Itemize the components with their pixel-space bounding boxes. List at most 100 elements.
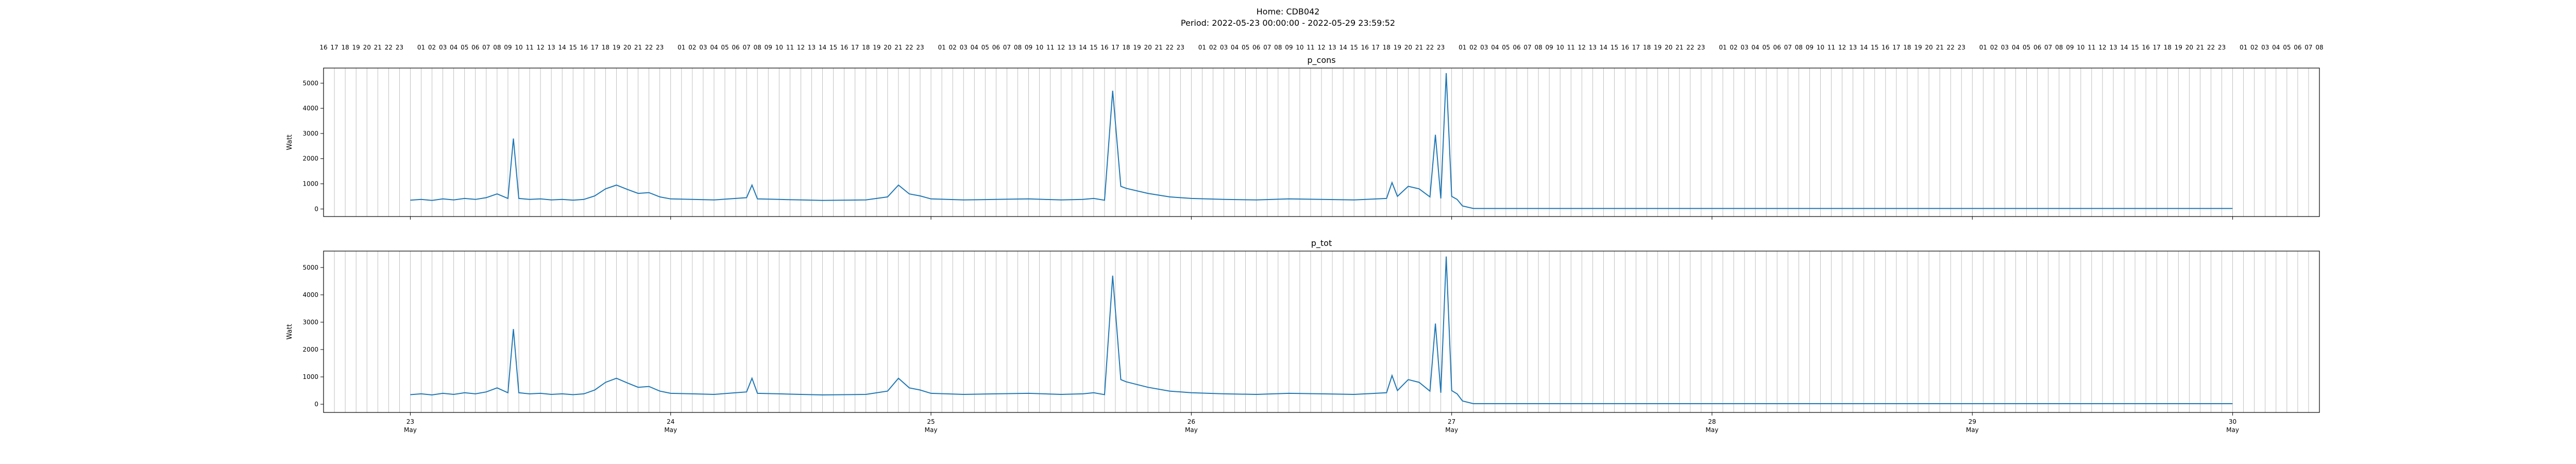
- hour-tick-label: 05: [1502, 44, 1510, 51]
- hour-tick-label: 05: [1762, 44, 1770, 51]
- hour-tick-label: 02: [1990, 44, 1998, 51]
- hour-tick-label: 14: [558, 44, 566, 51]
- axes-frame: [323, 251, 2320, 413]
- hour-tick-label: 08: [2315, 44, 2323, 51]
- hour-tick-label: 11: [2088, 44, 2095, 51]
- hour-tick-label: 16: [2142, 44, 2149, 51]
- hour-tick-label: 21: [1415, 44, 1423, 51]
- hour-tick-label: 09: [1025, 44, 1032, 51]
- hour-tick-label: 06: [732, 44, 739, 51]
- hour-tick-label: 13: [2109, 44, 2117, 51]
- hour-tick-label: 03: [2001, 44, 2009, 51]
- hour-tick-label: 10: [515, 44, 522, 51]
- hour-tick-label: 01: [1719, 44, 1726, 51]
- y-axis-label: Watt: [286, 135, 294, 150]
- hour-tick-label: 21: [1155, 44, 1163, 51]
- hour-tick-label: 10: [1556, 44, 1564, 51]
- hour-tick-label: 06: [2033, 44, 2041, 51]
- hour-tick-label: 19: [2175, 44, 2182, 51]
- panel-p_cons: 16 17 18 19 20 21 22 23 01 02 03 04 05 06 07 08 09 10 11 12…: [286, 44, 2324, 220]
- hour-tick-label: 14: [1079, 44, 1087, 51]
- hour-tick-label: 02: [1469, 44, 1477, 51]
- hour-tick-label: 04: [2272, 44, 2280, 51]
- hour-tick-label: 04: [971, 44, 978, 51]
- hour-tick-label: 06: [471, 44, 479, 51]
- hour-tick-label: 13: [548, 44, 555, 51]
- hour-tick-label: 07: [2044, 44, 2052, 51]
- x-tick-label-day: 27: [1448, 418, 1455, 425]
- y-tick-label: 0: [314, 205, 318, 212]
- hour-tick-label: 17: [1632, 44, 1640, 51]
- hour-tick-label: 21: [1936, 44, 1943, 51]
- hour-tick-label: 23: [1177, 44, 1184, 51]
- hour-tick-label: 12: [1578, 44, 1586, 51]
- hour-tick-label: 08: [1795, 44, 1803, 51]
- hour-tick-label: 13: [808, 44, 816, 51]
- hour-tick-label: 20: [2185, 44, 2193, 51]
- hour-tick-label: 19: [613, 44, 620, 51]
- hour-tick-label: 20: [363, 44, 371, 51]
- hour-tick-label: 10: [775, 44, 783, 51]
- hour-tick-label: 17: [1372, 44, 1380, 51]
- hour-tick-label: 05: [721, 44, 728, 51]
- x-tick-label-month: May: [1966, 426, 1979, 434]
- hour-tick-label: 04: [1752, 44, 1759, 51]
- hour-tick-label: 15: [1350, 44, 1358, 51]
- x-tick-label-month: May: [404, 426, 417, 434]
- hour-tick-label: 02: [688, 44, 696, 51]
- hour-tick-label: 03: [960, 44, 968, 51]
- hour-tick-label: 03: [1220, 44, 1228, 51]
- hour-tick-label: 17: [851, 44, 859, 51]
- hour-tick-label: 19: [1394, 44, 1401, 51]
- hour-tick-label: 18: [2164, 44, 2172, 51]
- y-tick-label: 1000: [302, 373, 318, 380]
- hour-tick-label: 22: [2207, 44, 2215, 51]
- hour-tick-label: 12: [536, 44, 544, 51]
- figure-title-home: Home: CDB042: [1257, 7, 1320, 16]
- x-tick-label-month: May: [1706, 426, 1719, 434]
- hour-tick-label: 20: [1404, 44, 1412, 51]
- hour-tick-label: 19: [1654, 44, 1662, 51]
- hour-tick-label: 11: [1307, 44, 1314, 51]
- figure-title-period: Period: 2022-05-23 00:00:00 - 2022-05-29…: [1181, 18, 1395, 28]
- hour-tick-label: 22: [1166, 44, 1174, 51]
- hour-tick-label: 18: [1903, 44, 1911, 51]
- hour-tick-label: 12: [1317, 44, 1325, 51]
- hour-tick-label: 02: [2250, 44, 2258, 51]
- hour-tick-label: 04: [450, 44, 457, 51]
- hour-tick-label: 18: [1383, 44, 1391, 51]
- y-tick-label: 5000: [302, 264, 318, 271]
- hour-tick-label: 15: [1611, 44, 1618, 51]
- y-tick-label: 2000: [302, 155, 318, 162]
- hour-tick-label: 09: [1546, 44, 1553, 51]
- y-tick-label: 3000: [302, 319, 318, 326]
- hour-tick-label: 09: [765, 44, 772, 51]
- hour-tick-label: 21: [2196, 44, 2204, 51]
- hour-tick-label: 16: [580, 44, 588, 51]
- hour-tick-label: 11: [1827, 44, 1835, 51]
- hour-tick-label: 08: [1274, 44, 1282, 51]
- hour-tick-label: 21: [634, 44, 642, 51]
- hour-tick-label: 21: [374, 44, 382, 51]
- x-tick-label-day: 23: [406, 418, 414, 425]
- x-tick-label-month: May: [925, 426, 938, 434]
- hour-tick-label: 04: [1231, 44, 1239, 51]
- hour-tick-label: 08: [754, 44, 761, 51]
- hour-tick-label: 17: [591, 44, 599, 51]
- hour-tick-label: 07: [482, 44, 490, 51]
- hour-tick-label: 18: [1122, 44, 1130, 51]
- hour-tick-label: 22: [385, 44, 393, 51]
- hour-tick-label: 10: [1296, 44, 1303, 51]
- hour-tick-label: 08: [1534, 44, 1542, 51]
- hour-tick-label: 03: [1480, 44, 1488, 51]
- hour-tick-label: 01: [677, 44, 685, 51]
- series-line: [410, 73, 2233, 209]
- hour-tick-label: 16: [1100, 44, 1108, 51]
- panel-p_tot: p_tot010002000300040005000Watt23May24May…: [286, 238, 2320, 434]
- hour-tick-label: 14: [819, 44, 826, 51]
- hour-tick-label: 14: [1339, 44, 1347, 51]
- hour-tick-label: 05: [1242, 44, 1249, 51]
- hour-tick-label: 23: [396, 44, 403, 51]
- hour-tick-label: 16: [319, 44, 327, 51]
